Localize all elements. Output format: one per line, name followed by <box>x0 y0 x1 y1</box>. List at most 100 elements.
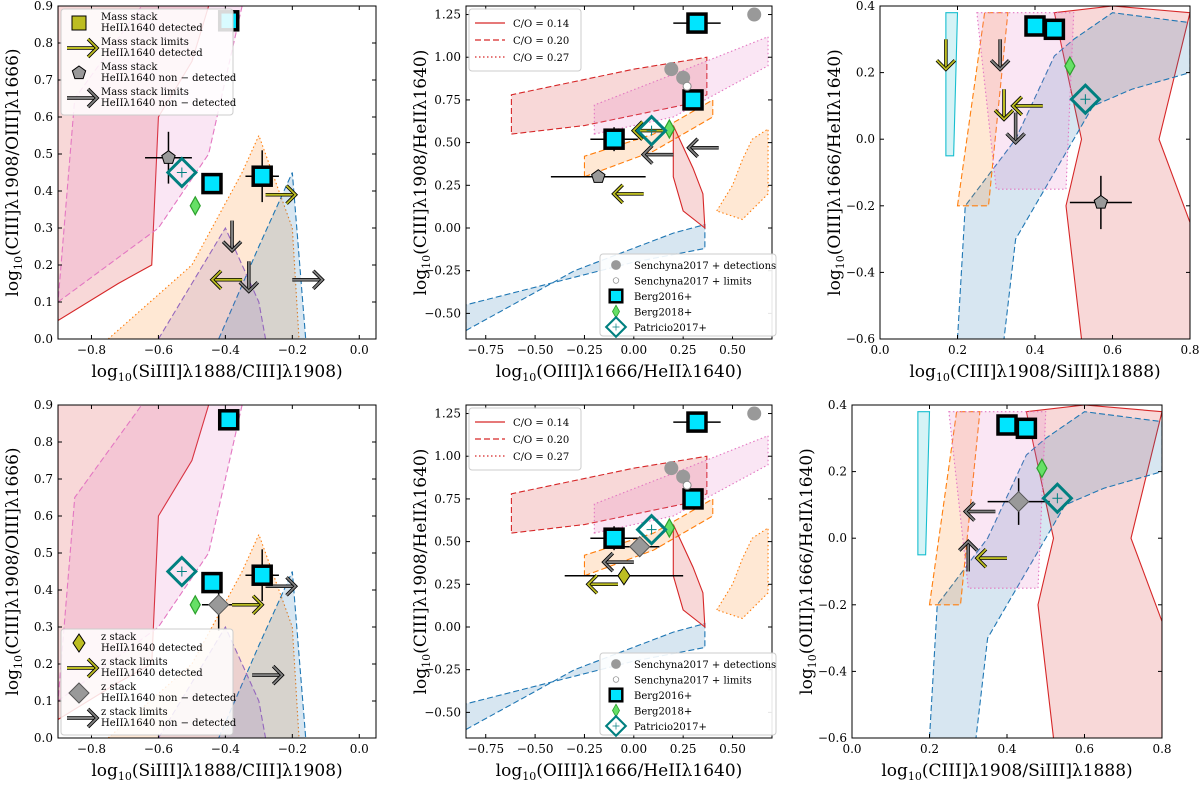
model-grid-pink <box>58 405 243 702</box>
y-tick-label: 0.9 <box>34 398 53 412</box>
x-tick-label: 0.00 <box>620 742 647 756</box>
y-tick-label: 0.5 <box>34 147 53 161</box>
legend-marker-cross <box>612 323 620 331</box>
x-tick-label: −0.4 <box>211 343 241 357</box>
data-point-diamond-olive <box>617 565 631 586</box>
limit-arrow-gray <box>958 539 979 572</box>
legend-marker <box>604 714 628 738</box>
panel-top-right: 0.0 0.2 0.4 0.6 0.8 −0.6 −0.4 −0.2 0.0 0.2 0.4 log1… <box>825 0 1200 384</box>
x-tick-label: −0.6 <box>144 343 173 357</box>
y-tick-label: 0.4 <box>34 184 53 198</box>
limit-arrow-olive <box>993 89 1015 122</box>
x-tick-label: 0.0 <box>350 742 369 756</box>
limit-arrow-olive <box>1010 95 1043 117</box>
y-tick-label: −0.2 <box>818 598 847 612</box>
y-tick-label: 0.0 <box>34 731 53 745</box>
legend-label: z stack HeIIλ1640 detected <box>101 632 203 654</box>
y-tick-label: 0.3 <box>34 620 53 634</box>
x-tick-label: −0.4 <box>211 742 241 756</box>
legend-label: Senchyna2017 + limits <box>634 676 752 687</box>
legend-marker <box>67 657 100 679</box>
plot-area <box>466 406 769 731</box>
data-point-berg16 <box>603 527 625 549</box>
legend-label: C/O = 0.27 <box>513 452 569 463</box>
x-tick-label: −0.6 <box>144 742 173 756</box>
legend-label: Senchyna2017 + detections <box>634 660 776 671</box>
y-tick-label: 0.00 <box>434 221 461 235</box>
data-point-patricio <box>635 513 668 546</box>
limit-arrow-olive <box>265 184 299 205</box>
data-point-berg16 <box>1015 417 1038 440</box>
data-point-senchyna-open <box>682 480 692 490</box>
legend-marker <box>67 87 100 109</box>
data-point-berg16 <box>603 128 625 150</box>
plot-area <box>917 405 1162 738</box>
data-point-senchyna <box>664 461 679 476</box>
model-grid-blue <box>956 12 1190 339</box>
legend-label: z stack limits HeIIλ1640 non − detected <box>101 707 237 729</box>
data-point-berg16 <box>201 172 223 195</box>
legend-references: Senchyna2017 + detections Senchyna2017 + … <box>599 253 777 339</box>
y-tick-label: 1.25 <box>434 8 461 22</box>
data-point-pentagon <box>591 169 606 183</box>
model-grid-blue <box>218 172 307 339</box>
model-grid-orange <box>956 12 1009 207</box>
data-point-berg18 <box>663 517 676 539</box>
data-point-senchyna <box>676 70 691 85</box>
plot-frame <box>465 404 773 739</box>
plot-area <box>935 6 1190 339</box>
limit-arrow-gray <box>962 501 996 522</box>
x-axis-label: log10(CIII]λ1908/SiIII]λ1888) <box>909 362 1160 384</box>
data-point-patricio-cross <box>1052 493 1063 504</box>
x-tick-label: 0.25 <box>670 343 697 357</box>
x-axis-label: log10(SiIII]λ1888/CIII]λ1908) <box>91 362 342 384</box>
data-point-berg18 <box>1064 55 1076 77</box>
x-tick-label: 0.8 <box>1152 742 1171 756</box>
limit-arrow-gray <box>601 551 634 573</box>
model-grid-orange <box>715 526 769 620</box>
data-point-patricio-cross <box>176 566 187 577</box>
data-point-berg16 <box>996 414 1018 436</box>
y-tick-label: 0.7 <box>34 472 53 486</box>
x-tick-label: −0.2 <box>278 343 307 357</box>
legend-marker <box>611 659 621 669</box>
data-point-berg16 <box>682 488 704 510</box>
x-axis-label: log10(CIII]λ1908/SiIII]λ1888) <box>881 761 1132 783</box>
data-point-berg16 <box>1024 15 1046 37</box>
limit-arrow-gray <box>640 144 674 165</box>
limit-arrow-olive <box>585 574 619 595</box>
limit-arrow-gray <box>292 269 325 291</box>
data-point-berg18 <box>189 195 201 217</box>
limit-arrow-olive <box>974 547 1007 569</box>
model-grid-orange <box>583 98 714 178</box>
y-tick-label: 0.75 <box>434 492 461 506</box>
data-point-patricio-cross <box>646 125 657 136</box>
x-tick-label: 0.8 <box>1180 343 1199 357</box>
legend-label: Berg2016+ <box>634 691 692 702</box>
y-tick-label: 1.00 <box>434 50 461 64</box>
plot-frame <box>57 404 377 739</box>
y-tick-label: 0.1 <box>34 295 53 309</box>
legend-label: Berg2018+ <box>634 707 692 718</box>
y-tick-label: 0.1 <box>34 694 53 708</box>
y-tick-label: 0.0 <box>856 132 875 146</box>
y-tick-label: 0.5 <box>34 546 53 560</box>
legend-label: Mass stack HeIIλ1640 detected <box>101 12 203 34</box>
y-tick-label: 0.0 <box>828 531 847 545</box>
x-tick-label: 0.4 <box>997 742 1016 756</box>
data-point-patricio <box>165 156 198 189</box>
legend-label: Patricio2017+ <box>634 722 707 733</box>
y-tick-label: −0.4 <box>846 265 876 279</box>
y-tick-label: 0.2 <box>34 657 53 671</box>
data-point-patricio <box>165 555 198 588</box>
legend-marker <box>604 315 628 339</box>
panel-bottom-middle: −0.75 −0.50 −0.25 0.00 0.25 0.50 −0.50 −0.25 0.0… <box>411 404 777 783</box>
legend-label: Senchyna2017 + detections <box>634 261 776 272</box>
model-grid-blue <box>466 223 706 332</box>
data-point-pentagon <box>1093 194 1109 209</box>
legend-marker <box>68 682 90 704</box>
y-tick-label: −0.6 <box>818 731 847 745</box>
model-grid-cyan <box>945 12 959 157</box>
x-axis-label: log10(OIII]λ1666/HeIIλ1640) <box>496 362 743 384</box>
legend-label: Senchyna2017 + limits <box>634 277 752 288</box>
